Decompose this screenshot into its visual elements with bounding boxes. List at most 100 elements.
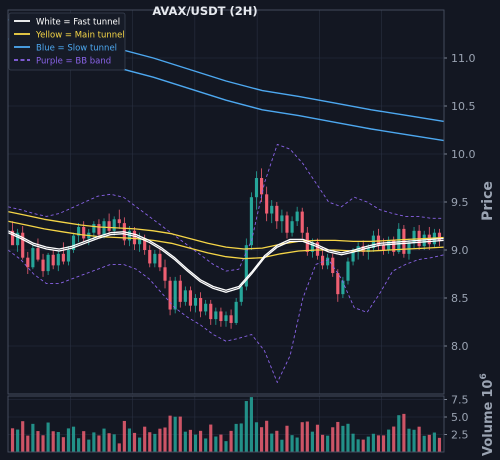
price-tick-label: 10.5 [451, 100, 476, 113]
volume-bar [315, 424, 320, 452]
candle-up [351, 251, 355, 262]
candle-down [97, 224, 101, 235]
candle-up [193, 298, 198, 306]
volume-bar [412, 429, 416, 452]
candle-up [71, 235, 76, 250]
candle-up [112, 219, 116, 231]
axes-layer: 8.0 8.5 9.0 9.5 10.0 10.5 11.0 2.5 5.0 7.5 [7, 9, 476, 453]
legend-label-slow: Blue = Slow tunnel [36, 44, 117, 54]
volume-bar [376, 435, 381, 452]
volume-bar [356, 439, 360, 452]
candle-up [173, 280, 177, 310]
volume-bar [270, 433, 274, 452]
candle-down [300, 211, 304, 233]
chart-title: AVAX/USDT (2H) [152, 4, 257, 18]
candle-up [234, 301, 238, 323]
candle-up [56, 253, 60, 266]
volume-bar [21, 421, 25, 452]
candle-up [204, 303, 208, 312]
volume-bar [229, 430, 233, 452]
volume-layer [10, 397, 442, 452]
volume-bar [66, 428, 71, 452]
volume-bar [71, 426, 76, 452]
volume-axis-title: Volume 106 [479, 373, 496, 456]
candle-down [132, 230, 137, 245]
price-axis-label: Price [480, 181, 496, 221]
volume-bar [290, 435, 294, 452]
candle-down [285, 215, 289, 233]
volume-bar [51, 431, 55, 452]
volume-bar [407, 428, 411, 452]
volume-bar [31, 423, 35, 452]
candle-up [153, 253, 157, 264]
candle-down [392, 240, 396, 252]
volume-bar [392, 426, 396, 452]
volume-bar [143, 426, 147, 452]
volume-bar [41, 435, 45, 452]
candle-down [158, 253, 162, 268]
volume-bar [234, 423, 238, 452]
volume-bar [173, 416, 177, 452]
volume-bar [107, 433, 111, 452]
grid-layer [8, 10, 444, 452]
bb-lower-line [7, 249, 445, 383]
candle-down [41, 259, 45, 272]
fast-tunnel-upper-line [7, 230, 445, 291]
volume-bar [36, 431, 40, 452]
volume-panel-frame [7, 395, 445, 453]
candle-up [138, 238, 142, 245]
candle-up [412, 230, 416, 243]
volume-bar [387, 429, 391, 452]
volume-bar [432, 432, 436, 452]
volume-bar [361, 439, 365, 452]
candle-up [214, 311, 218, 320]
volume-bar [341, 425, 345, 452]
volume-bar [153, 433, 157, 452]
volume-bar [275, 430, 279, 452]
volume-bar [132, 432, 137, 452]
volume-bar [244, 401, 248, 452]
candle-down [148, 250, 152, 264]
volume-axis-exponent-base: 10 [481, 380, 496, 398]
candle-up [183, 290, 187, 302]
candle-down [163, 267, 167, 281]
price-tick-label: 9.5 [451, 196, 469, 209]
candle-down [437, 232, 442, 241]
volume-bar [351, 433, 355, 452]
candle-down [51, 254, 55, 266]
volume-axis-label: Volume [481, 401, 496, 456]
main-tunnel-lower-line [7, 220, 445, 260]
volume-axis-exponent-power: 6 [479, 373, 489, 379]
candle-down [331, 257, 335, 274]
volume-bar [188, 429, 192, 452]
price-tick-label: 10.0 [451, 148, 476, 161]
candle-up [366, 248, 370, 252]
volume-bar [346, 423, 350, 452]
volume-axis-label-group: Volume 106 [479, 373, 496, 456]
volume-bar [437, 437, 442, 452]
candle-up [254, 178, 259, 198]
candle-down [26, 257, 30, 268]
volume-bar [219, 434, 223, 452]
price-tick-label: 9.0 [451, 244, 469, 257]
volume-bar [92, 432, 96, 452]
fast-tunnel-lower-line [7, 232, 445, 293]
legend-box [8, 12, 126, 71]
candle-down [199, 298, 203, 312]
price-tick-label: 11.0 [451, 52, 476, 65]
volume-bar [397, 415, 401, 452]
volume-bar [239, 423, 243, 452]
candle-down [10, 230, 15, 246]
candle-down [21, 232, 25, 258]
volume-bar [265, 420, 269, 452]
candle-up [310, 242, 314, 252]
volume-bar [260, 427, 264, 452]
volume-bar [310, 431, 314, 452]
candle-up [224, 315, 228, 322]
candle-down [168, 280, 172, 310]
candle-up [66, 250, 71, 262]
volume-bar [138, 437, 142, 452]
volume-bar [148, 432, 152, 452]
candle-down [117, 219, 121, 224]
